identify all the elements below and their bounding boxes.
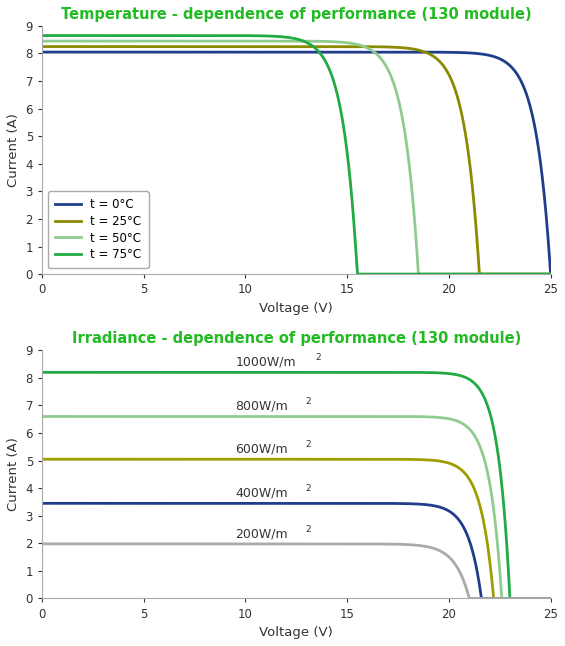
t = 75°C <box>38 32 45 39</box>
Line: t = 75°C: t = 75°C <box>42 36 551 274</box>
Y-axis label: Current (A): Current (A) <box>7 437 20 512</box>
t = 75°C <box>440 270 446 278</box>
t = 25°C <box>64 43 71 50</box>
Title: Irradiance - dependence of performance (130 module): Irradiance - dependence of performance (… <box>72 331 521 346</box>
t = 75°C <box>532 270 539 278</box>
t = 25°C <box>547 270 554 278</box>
t = 75°C <box>533 270 540 278</box>
Text: 1000W/m: 1000W/m <box>235 355 296 368</box>
t = 25°C <box>533 270 540 278</box>
Legend: t = 0°C, t = 25°C, t = 50°C, t = 75°C: t = 0°C, t = 25°C, t = 50°C, t = 75°C <box>48 191 149 268</box>
t = 25°C <box>532 270 539 278</box>
t = 50°C <box>415 270 422 278</box>
t = 75°C <box>272 32 279 40</box>
t = 0°C <box>532 129 539 136</box>
Y-axis label: Current (A): Current (A) <box>7 113 20 187</box>
t = 25°C <box>476 270 483 278</box>
t = 75°C <box>64 32 71 39</box>
t = 0°C <box>272 48 279 56</box>
t = 50°C <box>532 270 539 278</box>
t = 50°C <box>547 270 554 278</box>
t = 0°C <box>38 48 45 56</box>
t = 0°C <box>532 127 539 135</box>
t = 50°C <box>286 37 293 45</box>
Text: 800W/m: 800W/m <box>235 399 288 412</box>
Text: 2: 2 <box>305 525 311 534</box>
Line: t = 0°C: t = 0°C <box>42 52 551 274</box>
t = 0°C <box>547 270 554 278</box>
t = 25°C <box>272 43 279 50</box>
X-axis label: Voltage (V): Voltage (V) <box>259 626 333 639</box>
t = 75°C <box>286 34 293 41</box>
Text: 600W/m: 600W/m <box>235 442 288 455</box>
Line: t = 25°C: t = 25°C <box>42 47 551 274</box>
t = 25°C <box>286 43 293 50</box>
t = 0°C <box>439 48 446 56</box>
Title: Temperature - dependence of performance (130 module): Temperature - dependence of performance … <box>61 7 532 22</box>
t = 50°C <box>38 37 45 45</box>
Text: 400W/m: 400W/m <box>235 486 288 499</box>
t = 75°C <box>547 270 554 278</box>
t = 50°C <box>272 37 279 45</box>
t = 50°C <box>440 270 446 278</box>
Line: t = 50°C: t = 50°C <box>42 41 551 274</box>
t = 75°C <box>354 270 361 278</box>
Text: 2: 2 <box>305 440 311 449</box>
t = 0°C <box>286 48 293 56</box>
t = 25°C <box>439 61 446 68</box>
Text: 2: 2 <box>305 397 311 406</box>
Text: 200W/m: 200W/m <box>235 528 288 541</box>
t = 25°C <box>38 43 45 50</box>
Text: 2: 2 <box>315 353 321 362</box>
t = 0°C <box>64 48 71 56</box>
X-axis label: Voltage (V): Voltage (V) <box>259 302 333 315</box>
t = 50°C <box>533 270 540 278</box>
t = 50°C <box>64 37 71 45</box>
Text: 2: 2 <box>305 484 311 493</box>
